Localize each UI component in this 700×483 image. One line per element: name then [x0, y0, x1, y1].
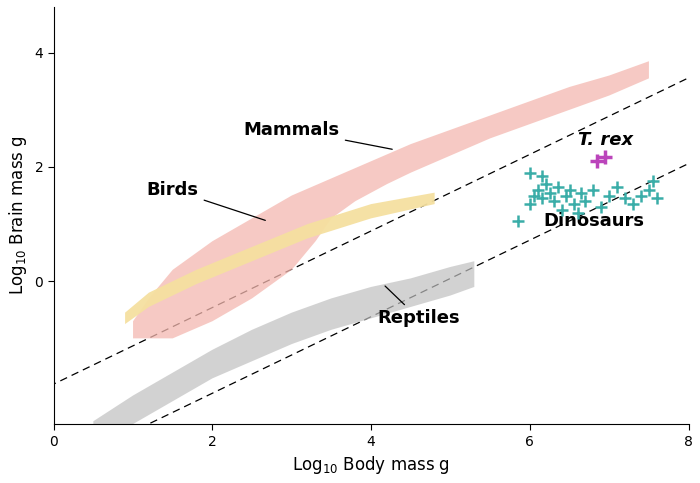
Polygon shape: [93, 261, 475, 444]
Text: T. rex: T. rex: [578, 130, 633, 148]
Polygon shape: [133, 61, 649, 339]
Polygon shape: [125, 193, 435, 324]
Y-axis label: Log$_{10}$ Brain mass g: Log$_{10}$ Brain mass g: [7, 136, 29, 295]
X-axis label: Log$_{10}$ Body mass g: Log$_{10}$ Body mass g: [292, 454, 450, 476]
Text: Reptiles: Reptiles: [377, 286, 460, 327]
Text: Mammals: Mammals: [244, 121, 392, 149]
Text: Dinosaurs: Dinosaurs: [543, 212, 644, 230]
Text: Birds: Birds: [147, 181, 265, 220]
